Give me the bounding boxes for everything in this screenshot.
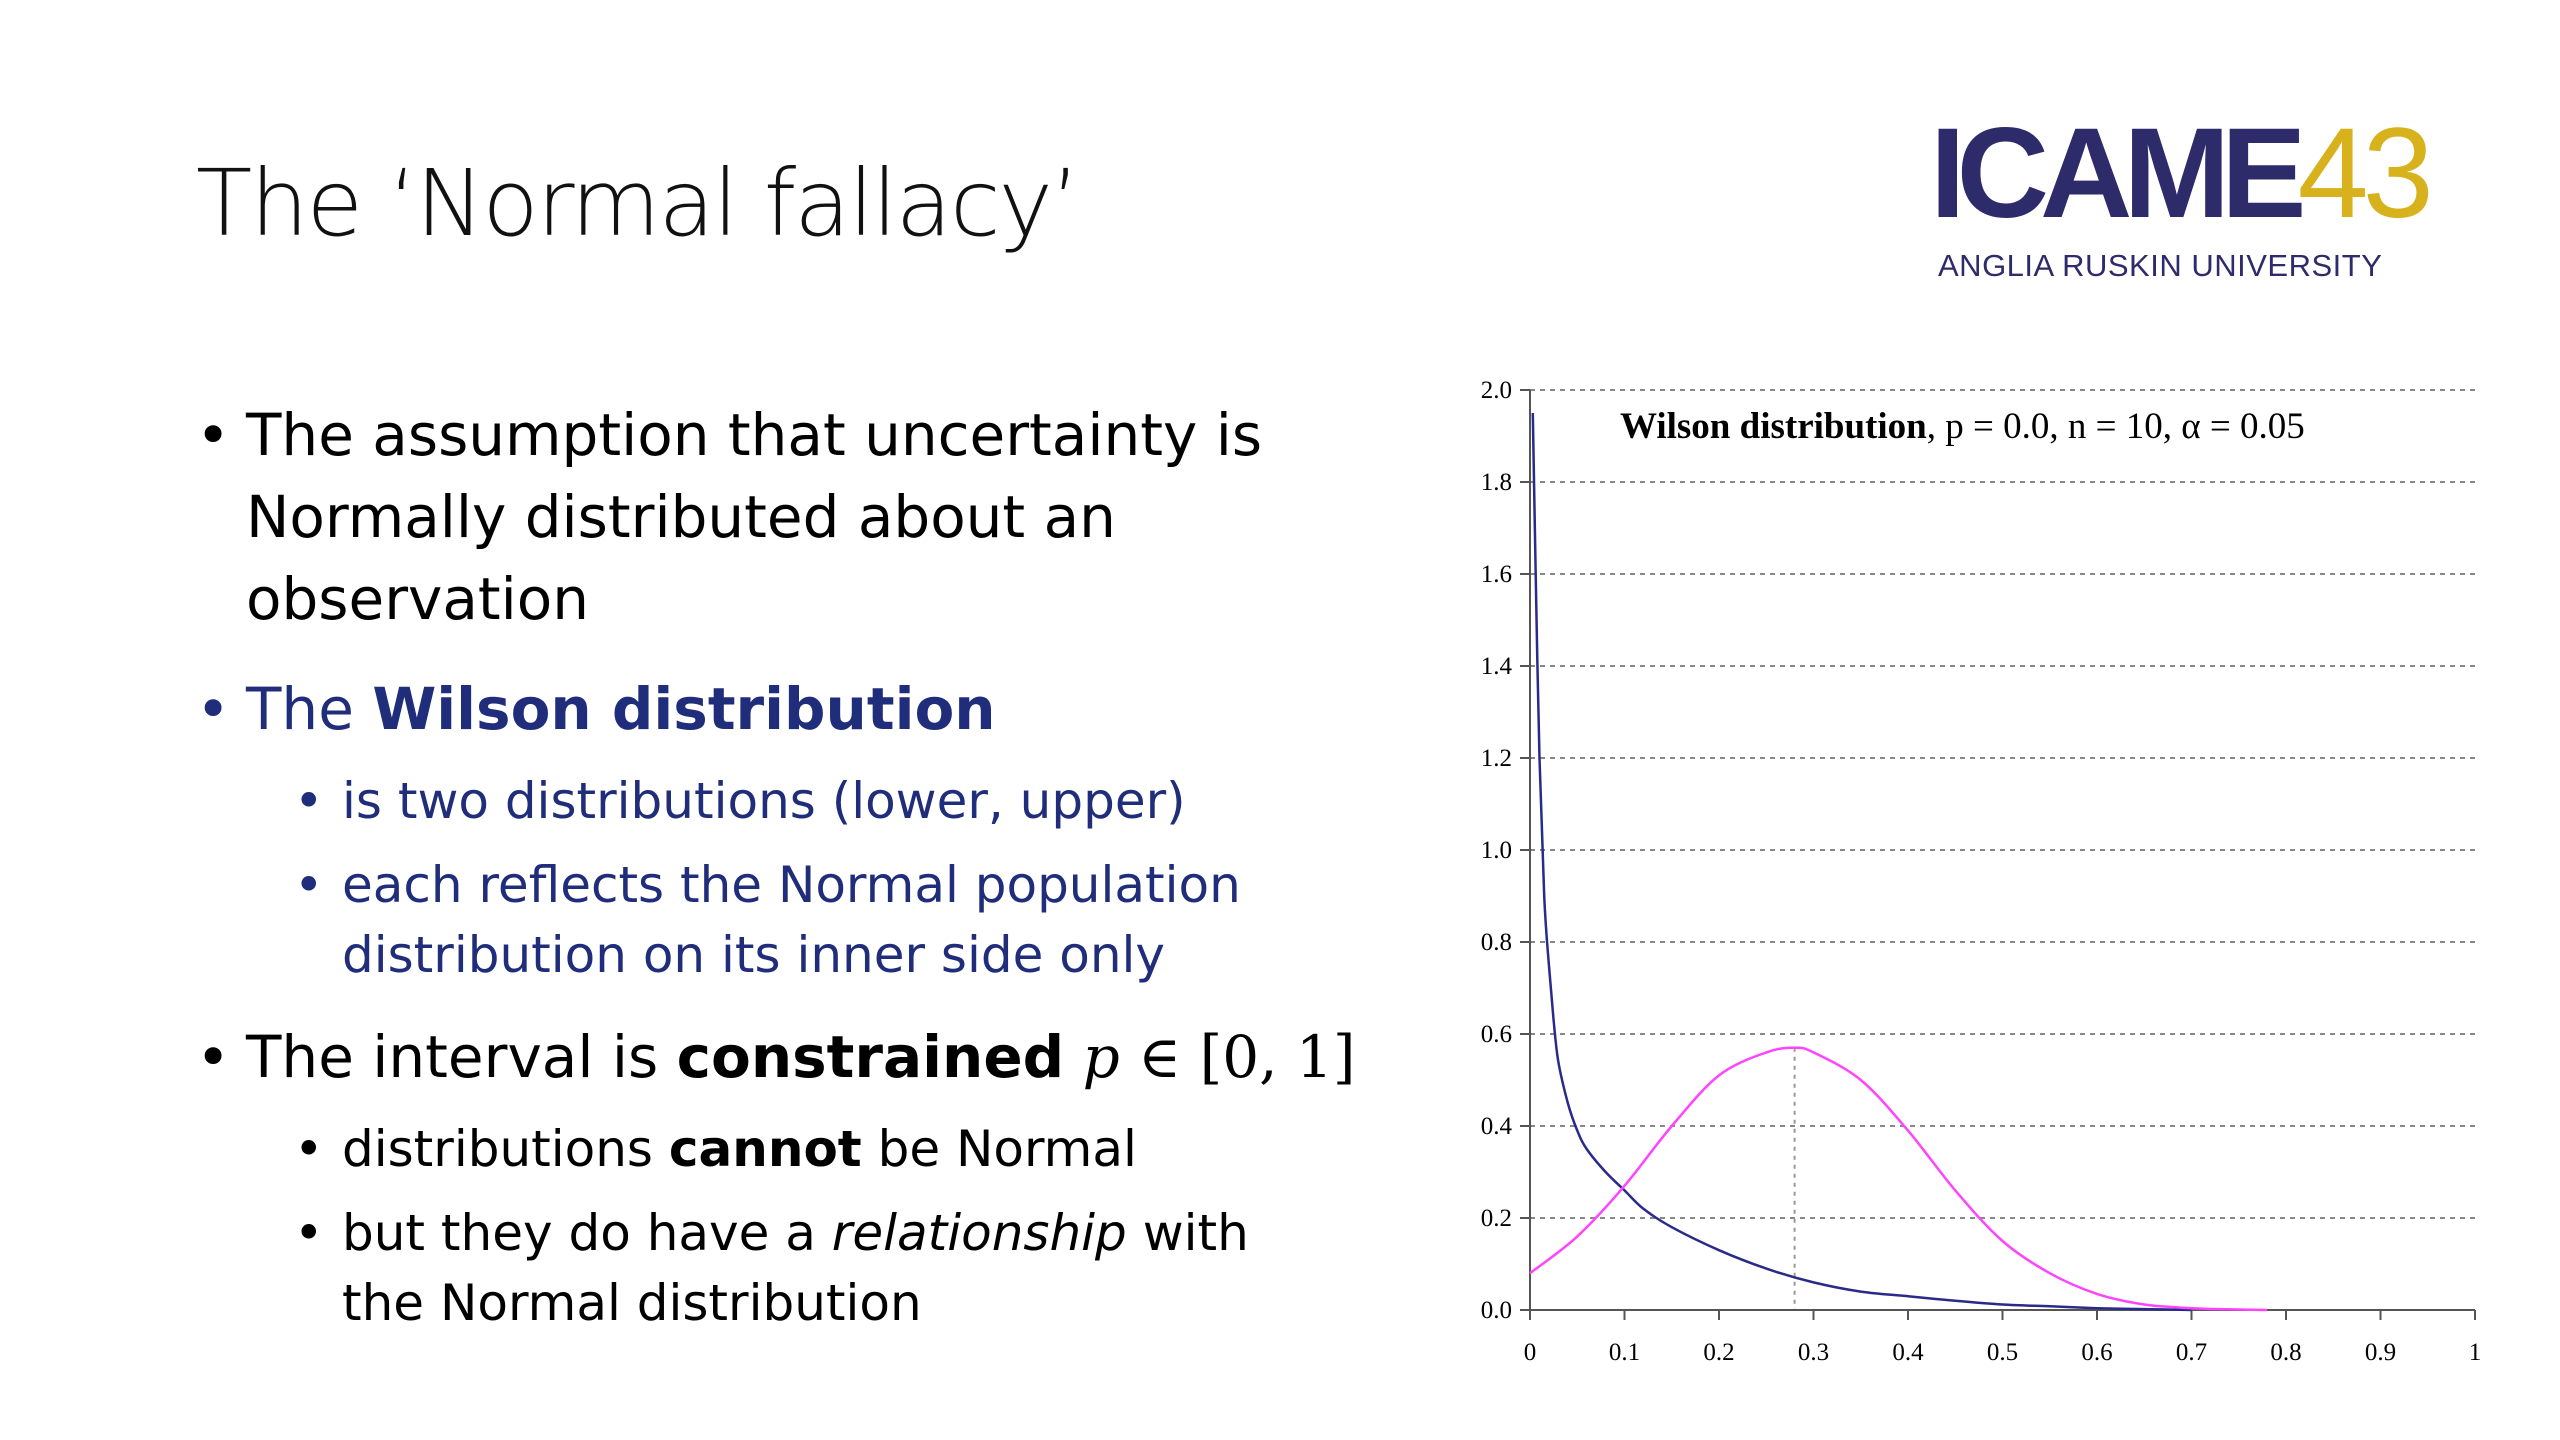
- bullet-3-text: The interval is constrained p ∈ [0, 1]: [246, 1016, 1356, 1098]
- bullet-dot: •: [294, 856, 324, 914]
- y-tick-label: 0.4: [1481, 1113, 1513, 1140]
- bullet-2-sub-2-line-2: distribution on its inner side only: [342, 926, 1166, 984]
- bullet-3-prefix: The interval is: [246, 1023, 677, 1091]
- y-tick-label: 0.8: [1481, 929, 1512, 956]
- chart-series: [1529, 412, 2268, 1312]
- x-tick-label: 1: [2469, 1339, 2482, 1366]
- logo-mark: ICAME43: [1930, 110, 2434, 238]
- bullet-1-line-3: observation: [246, 565, 590, 633]
- bullet-3-sub-2-line-1: but they do have a relationship with: [342, 1198, 1249, 1268]
- bullet-1-line-1: The assumption that uncertainty is: [246, 401, 1263, 469]
- annotation-alpha: α = 0.05: [2181, 406, 2305, 447]
- bullet-3-sub-1-text: distributions cannot be Normal: [342, 1114, 1137, 1184]
- bullet-dot: •: [196, 401, 231, 469]
- chart-svg: 0.0 0.2 0.4 0.6 0.8 1.0 1.2 1.4 1.6 1.8 2.0 0 0.1 0.…: [1481, 377, 2482, 1366]
- y-tick-label: 0.0: [1481, 1297, 1512, 1324]
- x-tick-label: 0.6: [2081, 1339, 2112, 1366]
- y-tick-labels: 0.0 0.2 0.4 0.6 0.8 1.0 1.2 1.4 1.6 1.8 2.0: [1481, 377, 1513, 1324]
- x-tick-label: 0: [1524, 1339, 1537, 1366]
- annotation-p: , p = 0.0,: [1927, 406, 2068, 447]
- y-tick-label: 0.6: [1481, 1021, 1512, 1048]
- x-tick-label: 0.8: [2270, 1339, 2301, 1366]
- x-tick-label: 0.4: [1892, 1339, 1924, 1366]
- y-tick-label: 1.0: [1481, 837, 1512, 864]
- bullet-2-prefix: The: [246, 675, 373, 743]
- bullet-dot: •: [294, 1204, 324, 1262]
- y-tick-label: 2.0: [1481, 377, 1512, 404]
- bullet-3-sub-1-bold: cannot: [668, 1120, 862, 1178]
- bullet-1-text: The assumption that uncertainty is Norma…: [246, 394, 1262, 640]
- bullet-dot: •: [294, 772, 324, 830]
- math-interval: ∈ [0, 1]: [1119, 1023, 1356, 1091]
- logo-word: ICAME: [1930, 102, 2306, 245]
- math-variable-p: p: [1082, 1023, 1120, 1091]
- annotation-n: n = 10,: [2068, 406, 2181, 447]
- bullet-3-sub-2-text: but they do have a relationship with the…: [342, 1198, 1249, 1338]
- logo: ICAME43 ANGLIA RUSKIN UNIVERSITY: [1930, 110, 2434, 300]
- annotation-bold: Wilson distribution: [1620, 406, 1927, 447]
- x-tick-label: 0.2: [1703, 1339, 1734, 1366]
- y-tick-label: 1.2: [1481, 745, 1512, 772]
- bullet-3-sub-2-a: but they do have a: [342, 1204, 832, 1262]
- series-line-upper: [1529, 1046, 2268, 1312]
- bullet-3-bold: constrained: [676, 1023, 1065, 1091]
- bullet-3-sub-1-a: distributions: [342, 1120, 669, 1178]
- y-tick-label: 1.8: [1481, 469, 1512, 496]
- y-tick-label: 0.2: [1481, 1205, 1512, 1232]
- y-tick-label: 1.4: [1481, 653, 1513, 680]
- bullet-2-sub-2-line-1: each reflects the Normal population: [342, 856, 1241, 914]
- slide-title: The ‘Normal fallacy’: [196, 150, 1080, 257]
- bullet-dot: •: [294, 1120, 324, 1178]
- series-line-lower: [1531, 412, 2192, 1312]
- logo-number: 43: [2297, 102, 2433, 245]
- bullet-2-text: The Wilson distribution: [246, 668, 996, 750]
- x-tick-labels: 0 0.1 0.2 0.3 0.4 0.5 0.6 0.7 0.8 0.9 1: [1524, 1339, 2482, 1366]
- wilson-distribution-chart: 0.0 0.2 0.4 0.6 0.8 1.0 1.2 1.4 1.6 1.8 2.0 0 0.1 0.…: [1420, 370, 2520, 1390]
- chart-axes: [1520, 389, 2476, 1320]
- bullet-3-sub-1-b: be Normal: [861, 1120, 1137, 1178]
- logo-subtitle: ANGLIA RUSKIN UNIVERSITY: [1938, 248, 2383, 283]
- bullet-dot: •: [196, 675, 231, 743]
- bullet-2-bold: Wilson distribution: [372, 675, 996, 743]
- x-tick-label: 0.3: [1798, 1339, 1829, 1366]
- x-tick-label: 0.7: [2176, 1339, 2207, 1366]
- bullet-3-sub-2-b: with: [1126, 1204, 1249, 1262]
- bullet-2-sub-1-text: is two distributions (lower, upper): [342, 772, 1186, 830]
- chart-annotation: Wilson distribution, p = 0.0, n = 10, α …: [1620, 406, 2305, 447]
- bullet-2-sub-2-text: each reflects the Normal population dist…: [342, 850, 1241, 990]
- bullet-3-sub-2-line-2: the Normal distribution: [342, 1274, 922, 1332]
- bullet-1-line-2: Normally distributed about an: [246, 483, 1116, 551]
- bullet-3-sub-2-italic: relationship: [831, 1204, 1127, 1262]
- x-tick-label: 0.1: [1609, 1339, 1640, 1366]
- x-tick-label: 0.9: [2365, 1339, 2396, 1366]
- y-tick-label: 1.6: [1481, 561, 1512, 588]
- x-tick-label: 0.5: [1987, 1339, 2018, 1366]
- bullet-dot: •: [196, 1023, 231, 1091]
- chart-grid: [1530, 389, 2475, 1310]
